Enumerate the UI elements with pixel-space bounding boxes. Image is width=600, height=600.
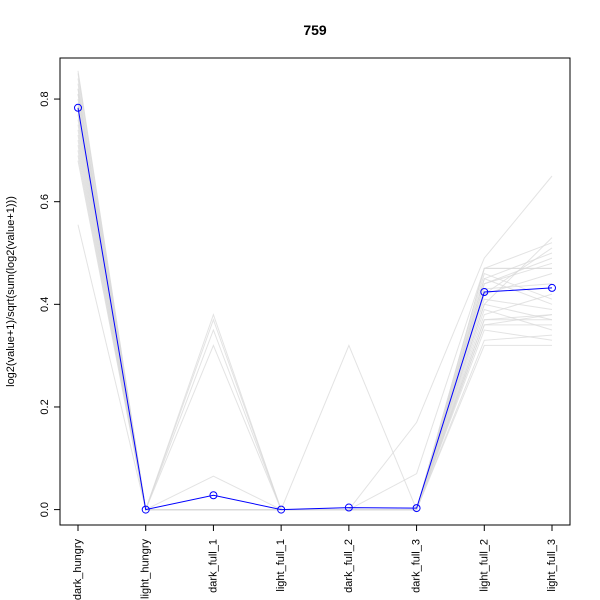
highlight-point [480, 288, 489, 297]
x-tick-label: dark_full_3 [411, 539, 423, 593]
highlight-point [548, 283, 556, 292]
plot-frame [59, 57, 571, 526]
y-tick-label: 0.4 [39, 297, 51, 312]
background-series-line [77, 104, 552, 511]
y-axis-label: log2(value+1)/sqrt(sum(log2(value+1))) [5, 196, 17, 387]
highlight-point [209, 491, 218, 500]
background-series-line [77, 145, 553, 511]
background-series-line [77, 134, 553, 511]
background-series-line [77, 114, 553, 511]
background-series-line [77, 155, 552, 511]
x-tick-label: light_full_1 [275, 539, 287, 592]
y-tick-label: 0.8 [39, 91, 51, 106]
background-series-group [77, 70, 553, 512]
highlight-point [141, 505, 150, 514]
x-tick-label: dark_full_2 [343, 539, 355, 593]
y-tick-label: 0.2 [39, 399, 51, 414]
y-tick-label: 0.0 [39, 502, 51, 517]
x-tick-label: light_full_2 [478, 539, 490, 592]
background-series-line [77, 124, 553, 511]
chart-title: 759 [303, 22, 327, 38]
highlight-point [277, 505, 286, 514]
highlight-series-line [77, 107, 553, 511]
y-tick-label: 0.6 [39, 194, 51, 209]
highlight-point [344, 503, 353, 512]
background-series-line [77, 114, 553, 511]
x-tick-label: dark_full_1 [207, 539, 219, 593]
highlight-series-group [74, 103, 556, 514]
background-series-line [77, 104, 553, 511]
x-tick-label: light_hungry [140, 539, 152, 599]
x-axis: dark_hungry light_hungry dark_full_1 light_… [72, 525, 558, 600]
x-tick-label: light_full_3 [546, 539, 558, 592]
highlight-point [74, 103, 82, 112]
highlight-point [412, 504, 421, 513]
y-axis: 0.0 0.2 0.4 0.6 0.8 [39, 91, 60, 517]
x-tick-label: dark_hungry [72, 539, 84, 600]
